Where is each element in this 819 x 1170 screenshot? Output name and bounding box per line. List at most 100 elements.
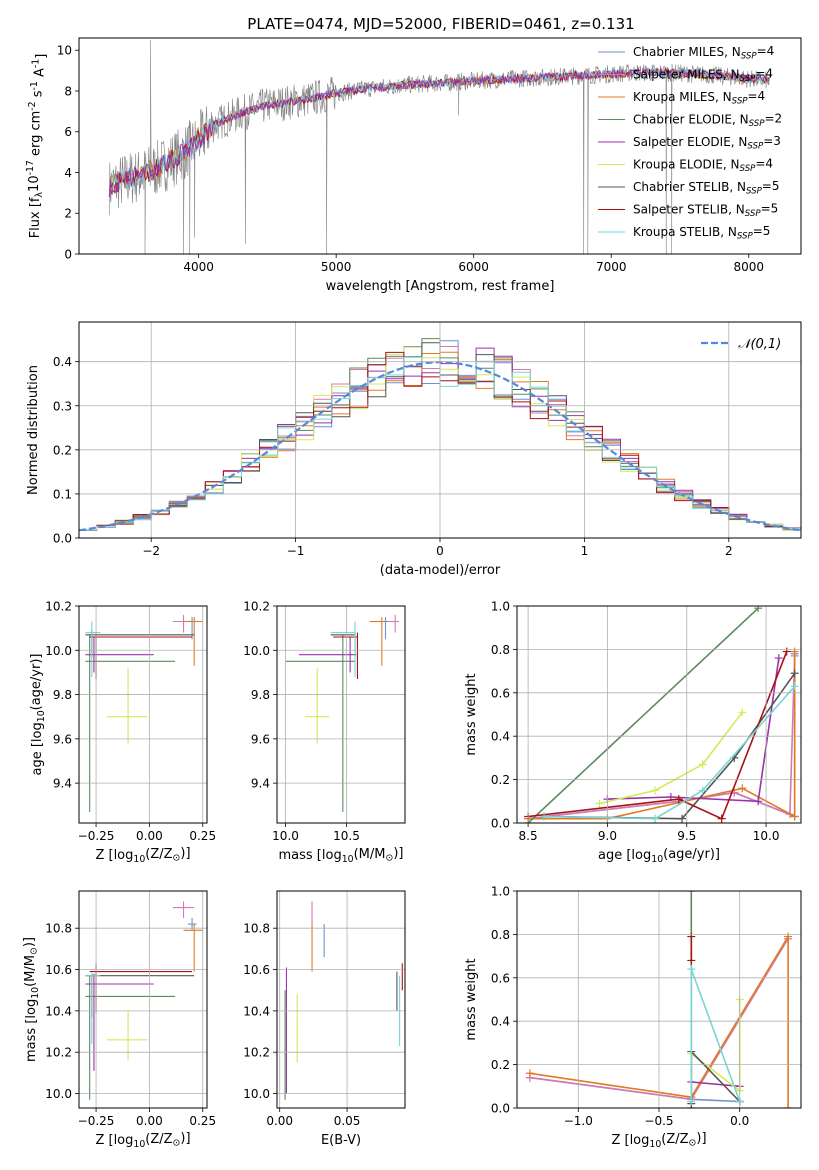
weight-marker: [754, 797, 763, 806]
weight-vs-age-panel-frame: [516, 605, 802, 824]
errorbar-point: [85, 630, 195, 657]
age-vs-Z-panel-plot: [85, 614, 203, 812]
errorbar-point: [172, 614, 195, 633]
errorbar-point: [85, 621, 101, 677]
age-vs-mass-panel: 10.0 10.5 9.4 9.6 9.8 10.0 10.2 mass [log10​(M/…: [243, 600, 406, 865]
residual-panel: −2 −1 0 1 2 0.0 0.1 0.2 0.3 0.4 (data-model)/error…: [26, 321, 802, 578]
y-tick-label: 10: [57, 44, 72, 58]
weight-marker: [738, 784, 747, 793]
legend-entry: Chabrier STELIB, NSSP=5: [633, 179, 780, 197]
spectrum-panel-frame: [78, 37, 802, 255]
y-tick-label: 10.6: [45, 963, 72, 977]
y-tick-label: 9.4: [53, 777, 72, 791]
errorbar-point: [183, 924, 203, 972]
y-tick-label: 0.0: [491, 1102, 510, 1116]
y-tick-label: 0.0: [53, 532, 72, 546]
x-tick-label: 0.00: [136, 1114, 163, 1128]
errorbar-point: [183, 617, 203, 666]
x-tick-label: 4000: [183, 260, 214, 274]
x-axis-label: age [log10​(age/yr)]: [598, 847, 720, 865]
errorbar-point: [85, 637, 154, 673]
errorbar-point: [389, 614, 399, 633]
errorbar-point: [285, 634, 356, 812]
y-tick-label: 9.6: [251, 732, 270, 746]
weight-marker: [687, 1097, 696, 1106]
y-tick-label: 0.4: [53, 355, 72, 369]
errorbar-point: [369, 617, 386, 666]
spectrum-legend: Chabrier MILES, NSSP=4 Salpeter MILES, NS…: [598, 44, 782, 242]
errorbar-point: [85, 973, 154, 1071]
y-tick-label: 10.0: [45, 644, 72, 658]
y-tick-label: 2: [64, 207, 72, 221]
weight-marker: [782, 647, 791, 656]
y-tick-label: 10.6: [243, 963, 270, 977]
legend-model: Kroupa ELODIE, N: [633, 158, 740, 172]
errorbar-point: [172, 901, 195, 918]
weight-marker: [687, 956, 696, 965]
x-tick-label: 10.0: [753, 829, 780, 843]
x-tick-label: 0.25: [189, 829, 216, 843]
x-tick-label: 10.5: [333, 829, 360, 843]
y-tick-label: 10.2: [45, 600, 72, 614]
legend-model: Kroupa STELIB, N: [633, 225, 737, 239]
y-tick-label: 10.0: [45, 1087, 72, 1101]
errorbar-point: [106, 1010, 148, 1061]
weight-marker: [754, 606, 763, 613]
model-spectrum-line: [108, 67, 770, 197]
x-tick-label: 2: [725, 544, 733, 558]
weight-marker: [525, 1069, 534, 1078]
legend-entry: Salpeter MILES, NSSP=4: [633, 66, 773, 84]
weight-marker: [717, 814, 726, 823]
y-tick-label: 0.8: [491, 928, 510, 942]
legend-nssp: =5: [762, 179, 780, 193]
y-tick-label: 10.0: [243, 644, 270, 658]
weight-line: [690, 968, 741, 1102]
weight-line: [528, 651, 788, 820]
legend-nssp: =4: [755, 66, 773, 80]
y-tick-label: 9.8: [251, 688, 270, 702]
weight-vs-Z-panel: −1.0 −0.5 0.0 0.0 0.2 0.4 0.6 0.8 1.0 Z [log10​(Z…: [464, 885, 802, 1150]
mass-vs-Z-panel-plot: [85, 901, 203, 1100]
errorbar-point: [85, 975, 175, 1100]
y-axis-label: mass [log10​(M/M⊙​)]: [22, 937, 41, 1062]
x-tick-label: 9.0: [598, 829, 617, 843]
weight-marker: [738, 708, 747, 717]
y-tick-label: 1.0: [491, 885, 510, 899]
legend-entry: Kroupa STELIB, NSSP=5: [633, 224, 770, 242]
errorbar-point: [333, 632, 359, 680]
x-tick-label: 0.05: [334, 1114, 361, 1128]
weight-marker: [790, 682, 799, 691]
legend-model: Salpeter ELODIE, N: [633, 135, 747, 149]
errorbar-point: [381, 617, 390, 640]
legend-model: Chabrier MILES, N: [633, 45, 741, 59]
legend-model: Chabrier STELIB, N: [633, 180, 746, 194]
mass-vs-ebv-panel: 0.00 0.05 10.0 10.2 10.4 10.6 10.8 E(B-V): [243, 890, 406, 1148]
weight-series: [687, 932, 696, 965]
residual-panel-frame: [78, 321, 802, 539]
y-tick-label: 0.8: [491, 643, 510, 657]
y-tick-label: 9.4: [251, 777, 270, 791]
weight-marker: [790, 669, 799, 678]
figure-title: PLATE=0474, MJD=52000, FIBERID=0461, z=0…: [247, 15, 634, 33]
y-tick-label: 0: [64, 248, 72, 262]
y-tick-label: 10.2: [243, 600, 270, 614]
y-tick-label: 4: [64, 166, 72, 180]
y-tick-label: 0.1: [53, 487, 72, 501]
weight-vs-age-panel: 8.5 9.0 9.5 10.0 0.0 0.2 0.4 0.6 0.8 1.0 age [log1…: [464, 600, 802, 865]
errorbar-point: [298, 637, 357, 673]
x-tick-label: 0: [436, 544, 444, 558]
model-spectrum-line: [108, 67, 770, 197]
errorbar-point: [85, 973, 101, 1044]
legend-entry: Kroupa ELODIE, NSSP=4: [633, 156, 773, 174]
x-axis-label: mass [log10​(M/M⊙​)]: [279, 846, 404, 865]
weight-vs-Z-panel-frame: [516, 890, 802, 1109]
x-tick-label: 8.5: [519, 829, 538, 843]
x-tick-label: 0.00: [136, 829, 163, 843]
weight-line: [543, 685, 796, 820]
errorbar-point: [106, 668, 148, 744]
errorbar-point: [89, 632, 193, 680]
legend-entry: Chabrier MILES, NSSP=4: [633, 44, 774, 62]
x-tick-label: −0.25: [78, 1114, 115, 1128]
weight-marker: [687, 891, 696, 895]
